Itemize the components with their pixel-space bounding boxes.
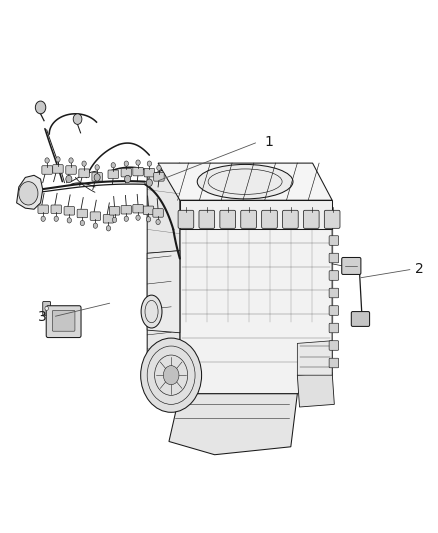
Circle shape xyxy=(41,216,46,221)
Polygon shape xyxy=(17,175,43,209)
FancyBboxPatch shape xyxy=(53,165,63,173)
Polygon shape xyxy=(297,373,334,407)
FancyBboxPatch shape xyxy=(121,168,131,177)
FancyBboxPatch shape xyxy=(79,169,89,177)
FancyBboxPatch shape xyxy=(178,211,194,228)
FancyBboxPatch shape xyxy=(329,306,339,316)
Circle shape xyxy=(45,158,49,163)
FancyBboxPatch shape xyxy=(66,166,76,174)
Circle shape xyxy=(157,165,161,171)
Circle shape xyxy=(66,175,72,183)
Circle shape xyxy=(93,223,98,228)
Circle shape xyxy=(54,216,58,221)
FancyBboxPatch shape xyxy=(241,211,256,228)
FancyBboxPatch shape xyxy=(351,312,370,326)
Circle shape xyxy=(80,220,85,225)
FancyBboxPatch shape xyxy=(38,205,48,214)
FancyBboxPatch shape xyxy=(329,236,339,245)
Polygon shape xyxy=(297,341,332,375)
FancyBboxPatch shape xyxy=(304,211,319,228)
FancyBboxPatch shape xyxy=(261,211,277,228)
Polygon shape xyxy=(158,163,332,200)
Circle shape xyxy=(141,338,201,413)
Circle shape xyxy=(106,225,111,231)
Ellipse shape xyxy=(141,295,162,328)
Circle shape xyxy=(111,163,116,168)
Polygon shape xyxy=(169,394,297,455)
Text: 3: 3 xyxy=(39,310,47,324)
FancyBboxPatch shape xyxy=(329,271,339,280)
Polygon shape xyxy=(147,163,180,394)
Circle shape xyxy=(56,157,60,162)
Circle shape xyxy=(136,160,140,165)
Polygon shape xyxy=(180,200,332,229)
FancyBboxPatch shape xyxy=(342,257,361,274)
Circle shape xyxy=(94,174,100,181)
FancyBboxPatch shape xyxy=(329,341,339,350)
FancyBboxPatch shape xyxy=(51,205,61,214)
Polygon shape xyxy=(180,229,332,394)
FancyBboxPatch shape xyxy=(110,207,120,215)
Circle shape xyxy=(146,216,151,222)
FancyBboxPatch shape xyxy=(103,215,114,223)
Circle shape xyxy=(113,217,117,222)
Circle shape xyxy=(45,306,48,311)
FancyBboxPatch shape xyxy=(329,323,339,333)
Circle shape xyxy=(124,161,128,166)
FancyBboxPatch shape xyxy=(329,288,339,298)
FancyBboxPatch shape xyxy=(283,211,298,228)
Text: 1: 1 xyxy=(265,135,273,149)
Polygon shape xyxy=(147,251,180,333)
Circle shape xyxy=(124,175,131,183)
Circle shape xyxy=(146,179,152,187)
FancyBboxPatch shape xyxy=(324,211,340,228)
FancyBboxPatch shape xyxy=(90,212,101,220)
Circle shape xyxy=(82,161,86,166)
FancyBboxPatch shape xyxy=(153,209,163,217)
Circle shape xyxy=(163,366,179,385)
FancyBboxPatch shape xyxy=(64,207,74,215)
FancyBboxPatch shape xyxy=(92,173,102,181)
FancyBboxPatch shape xyxy=(144,168,155,177)
Circle shape xyxy=(136,215,140,220)
FancyBboxPatch shape xyxy=(133,167,143,176)
Circle shape xyxy=(19,182,38,205)
Circle shape xyxy=(124,216,128,221)
FancyBboxPatch shape xyxy=(220,211,236,228)
FancyBboxPatch shape xyxy=(199,211,215,228)
FancyBboxPatch shape xyxy=(108,170,118,179)
FancyBboxPatch shape xyxy=(133,205,143,213)
FancyBboxPatch shape xyxy=(77,209,88,217)
Circle shape xyxy=(69,158,73,163)
Ellipse shape xyxy=(197,165,293,199)
FancyBboxPatch shape xyxy=(154,173,164,181)
Circle shape xyxy=(147,161,152,166)
FancyBboxPatch shape xyxy=(329,358,339,368)
FancyBboxPatch shape xyxy=(43,302,50,316)
Circle shape xyxy=(156,219,160,224)
Circle shape xyxy=(67,217,71,223)
FancyBboxPatch shape xyxy=(329,253,339,263)
FancyBboxPatch shape xyxy=(52,311,75,331)
FancyBboxPatch shape xyxy=(42,166,52,174)
Circle shape xyxy=(95,165,99,170)
FancyBboxPatch shape xyxy=(121,206,131,214)
Circle shape xyxy=(73,114,82,124)
FancyBboxPatch shape xyxy=(46,306,81,337)
Circle shape xyxy=(35,101,46,114)
FancyBboxPatch shape xyxy=(143,206,154,215)
Text: 2: 2 xyxy=(415,262,424,276)
